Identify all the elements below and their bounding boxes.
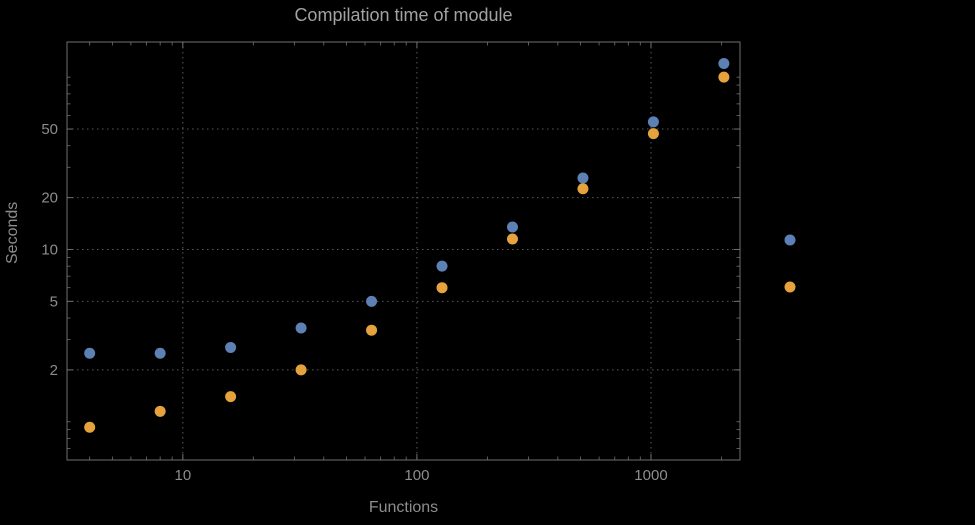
- y-tick-label: 20: [41, 190, 58, 207]
- data-point-series2: [506, 233, 518, 245]
- data-point-series1: [225, 341, 237, 353]
- data-point-series2: [366, 324, 378, 336]
- x-axis-label: Functions: [368, 499, 439, 516]
- x-tick-label: 10: [174, 467, 191, 484]
- x-tick-label: 100: [404, 467, 429, 484]
- data-point-series1: [647, 116, 659, 128]
- data-point-series1: [718, 58, 730, 70]
- data-point-series2: [647, 128, 659, 140]
- data-point-series2: [436, 282, 448, 294]
- y-tick-label: 50: [41, 121, 58, 138]
- legend-marker-series2: [784, 281, 796, 293]
- y-tick-label: 10: [41, 241, 58, 258]
- data-point-series2: [295, 364, 307, 376]
- data-point-series2: [577, 183, 589, 195]
- data-point-series2: [154, 405, 166, 417]
- data-point-series2: [84, 421, 96, 433]
- chart-title: Compilation time of module: [294, 5, 513, 25]
- plot-frame: [66, 41, 741, 461]
- y-tick-label: 5: [50, 293, 58, 310]
- data-point-series2: [225, 391, 237, 403]
- data-point-series2: [718, 71, 730, 83]
- y-axis-label: Seconds: [4, 201, 21, 264]
- data-point-series1: [436, 260, 448, 272]
- legend-marker-series1: [784, 234, 796, 246]
- data-point-series1: [295, 322, 307, 334]
- x-tick-label: 1000: [634, 467, 667, 484]
- y-tick-label: 2: [50, 362, 58, 379]
- data-point-series1: [154, 347, 166, 359]
- data-point-series1: [506, 221, 518, 233]
- data-point-series1: [84, 347, 96, 359]
- data-point-series1: [577, 172, 589, 184]
- data-point-series1: [366, 295, 378, 307]
